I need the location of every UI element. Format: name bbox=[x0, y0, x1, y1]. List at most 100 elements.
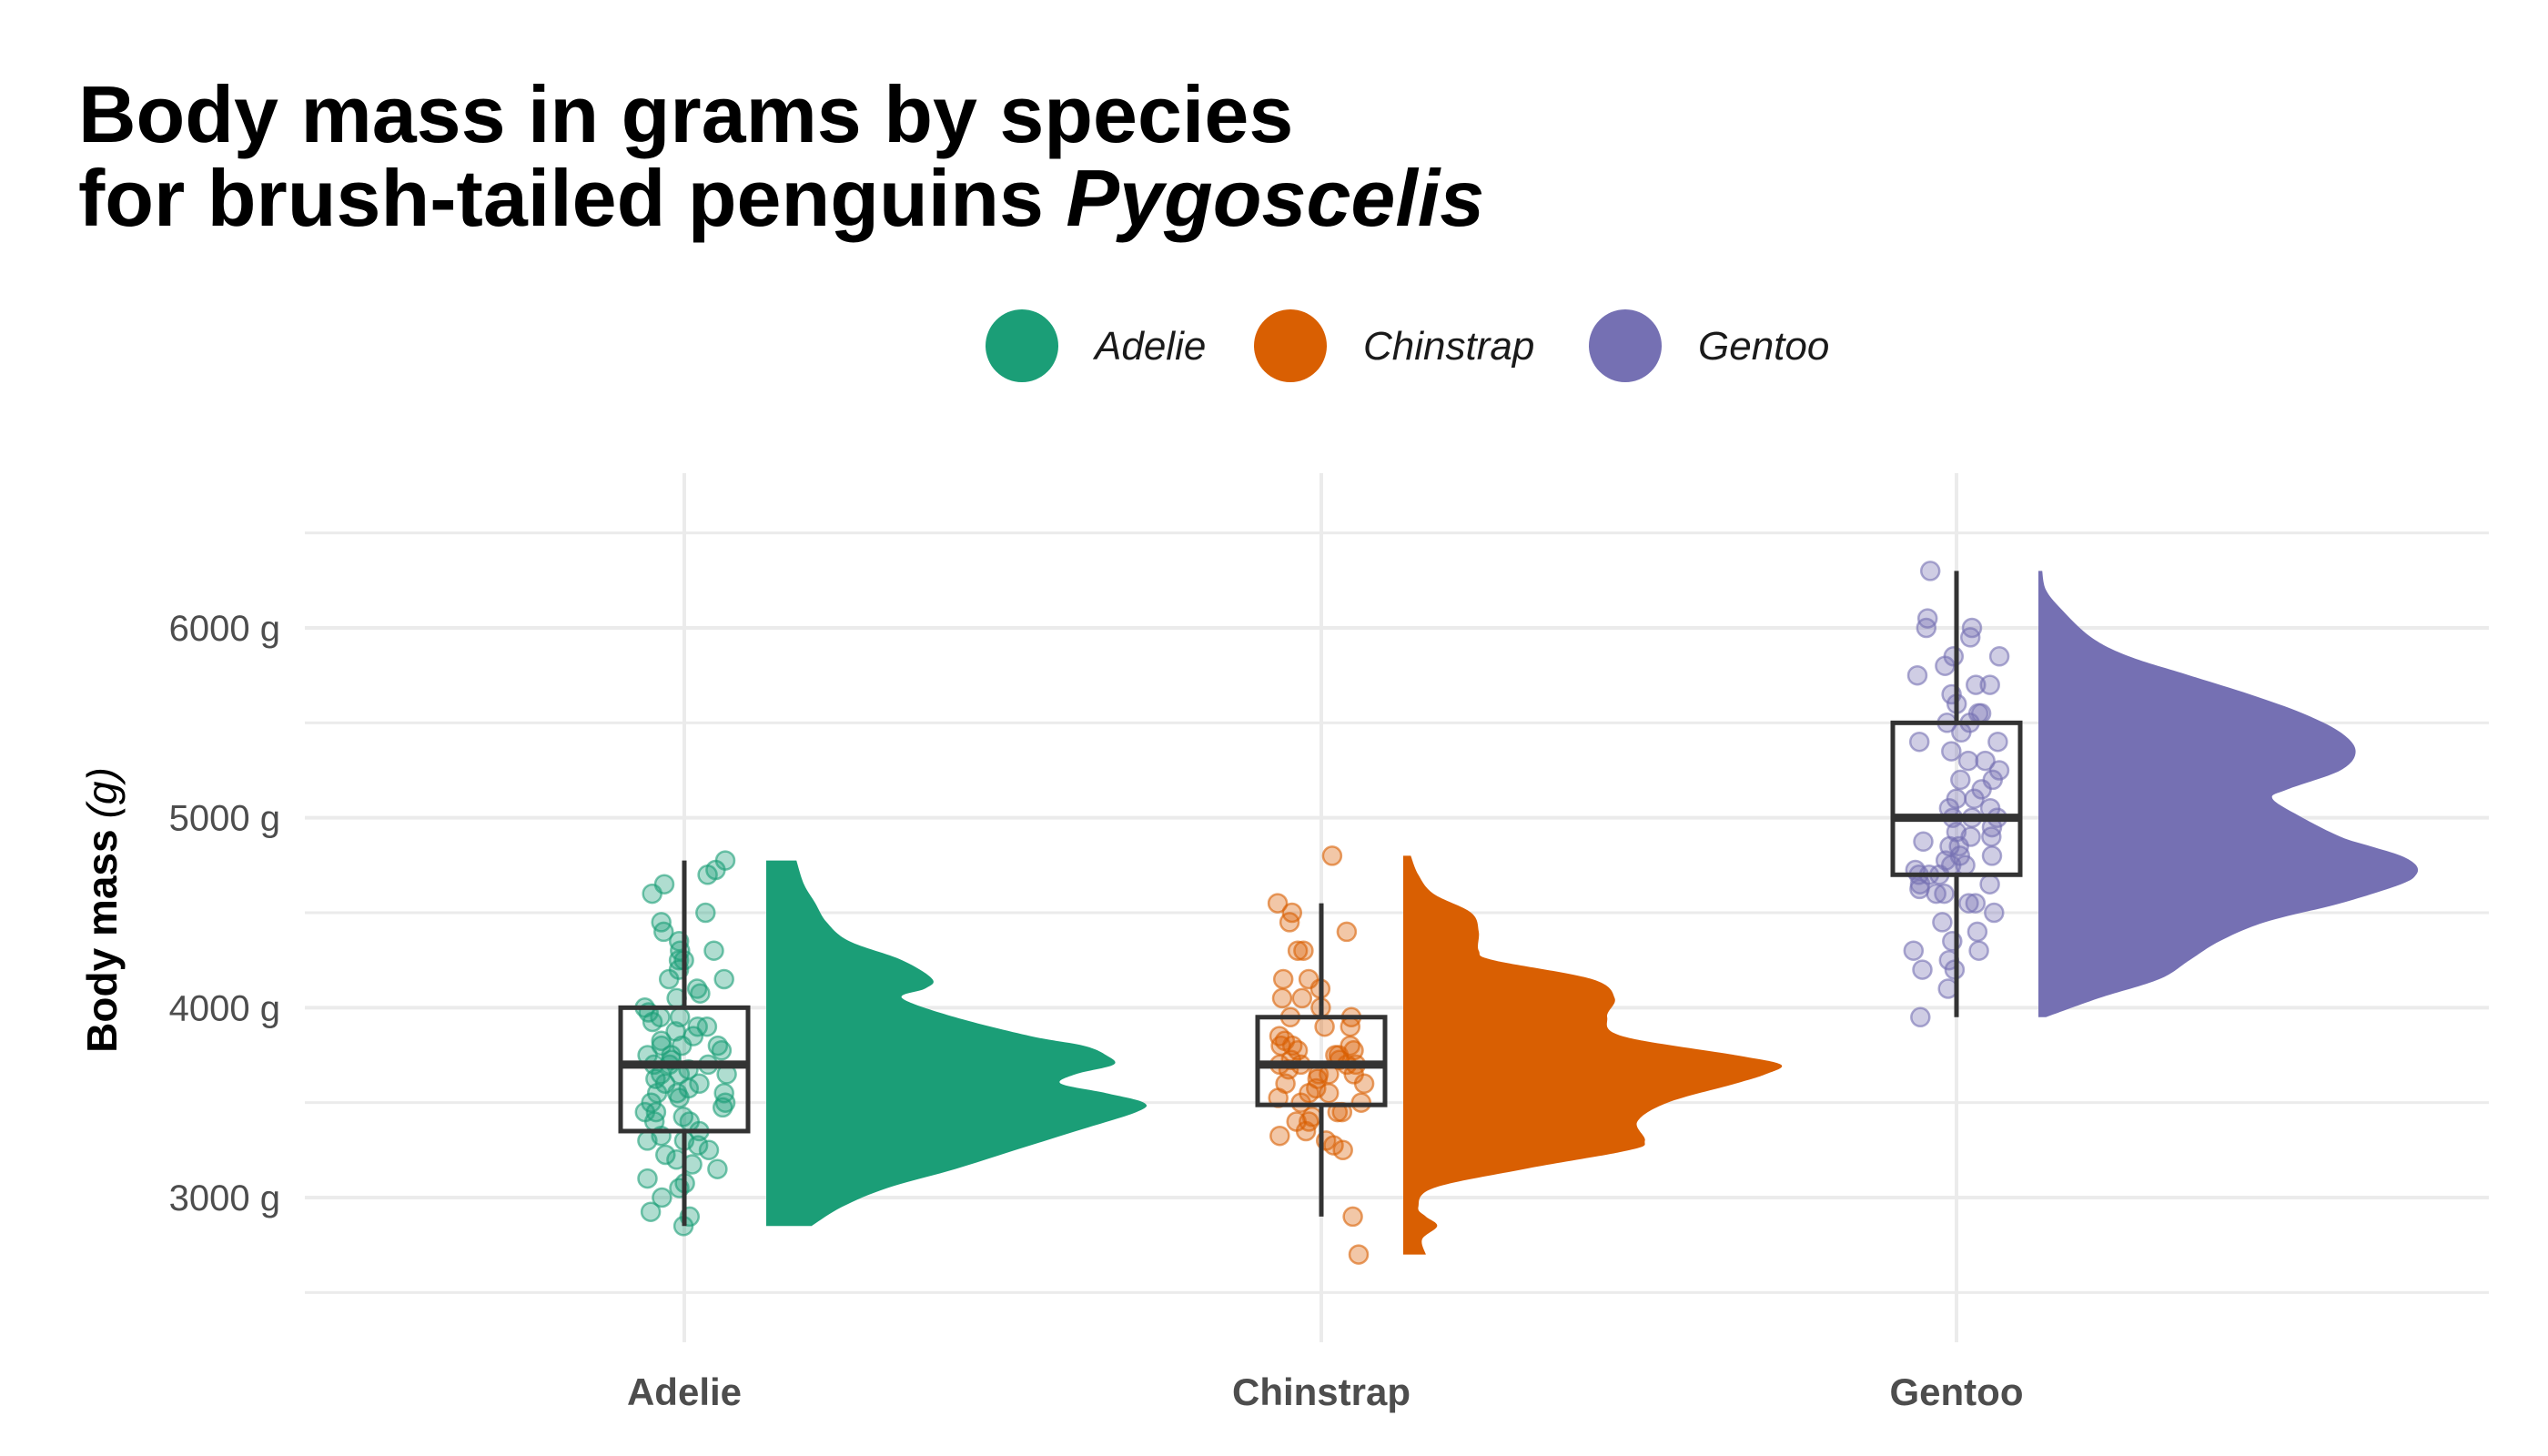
x-tick-label: Adelie bbox=[627, 1370, 742, 1413]
data-point bbox=[1272, 968, 1294, 990]
data-point bbox=[1919, 561, 1941, 581]
data-point bbox=[1903, 940, 1925, 961]
y-axis: 3000 g 4000 g 5000 g 6000 g bbox=[169, 609, 280, 1218]
data-point bbox=[1968, 940, 1989, 961]
data-point bbox=[1950, 769, 1971, 791]
data-point bbox=[1941, 741, 1962, 762]
data-point bbox=[1287, 940, 1309, 961]
legend: Adelie Chinstrap Gentoo bbox=[986, 309, 1829, 382]
data-point bbox=[1336, 921, 1358, 943]
y-tick-label: 5000 g bbox=[169, 799, 280, 839]
chart-title-line-1: Body mass in grams by species bbox=[78, 69, 1293, 159]
data-point bbox=[1321, 845, 1343, 866]
density-half-violin bbox=[766, 860, 1148, 1227]
plot-area bbox=[618, 561, 2419, 1265]
y-tick-label: 4000 g bbox=[169, 988, 280, 1028]
data-point bbox=[1340, 1035, 1360, 1057]
legend-label: Gentoo bbox=[1698, 324, 1829, 369]
series-chinstrap bbox=[1255, 845, 1783, 1265]
y-tick-label: 6000 g bbox=[169, 609, 280, 649]
data-point bbox=[698, 1139, 720, 1161]
chart-title-species-genus: Pygoscelis bbox=[1066, 153, 1484, 243]
data-point bbox=[1291, 987, 1313, 1009]
data-point bbox=[637, 1168, 658, 1189]
x-tick-label: Gentoo bbox=[1890, 1370, 2024, 1413]
box-iqr bbox=[618, 1005, 751, 1134]
legend-key bbox=[1254, 309, 1327, 382]
data-point bbox=[686, 978, 708, 999]
data-point bbox=[1906, 664, 1928, 686]
data-point bbox=[1965, 893, 1987, 914]
series-adelie bbox=[618, 850, 1148, 1237]
chart-title-line-2: for brush-tailed penguins Pygoscelis bbox=[78, 153, 1484, 243]
data-point bbox=[1912, 959, 1933, 980]
legend-label: Adelie bbox=[1092, 324, 1206, 369]
y-axis-label-unit: (g) bbox=[78, 767, 126, 818]
data-point bbox=[707, 1035, 729, 1057]
data-point bbox=[672, 1107, 694, 1127]
data-point bbox=[1267, 893, 1289, 914]
data-point bbox=[1988, 760, 2010, 781]
data-point bbox=[1910, 1006, 1931, 1028]
data-point bbox=[669, 1006, 691, 1028]
data-point bbox=[1961, 617, 1983, 639]
data-point bbox=[1970, 703, 1992, 724]
data-point bbox=[1979, 874, 2000, 895]
data-point bbox=[1298, 968, 1320, 990]
data-point bbox=[713, 968, 734, 990]
data-point bbox=[655, 1144, 676, 1166]
data-point bbox=[1975, 750, 1996, 772]
data-point bbox=[651, 912, 672, 933]
legend-key bbox=[986, 309, 1058, 382]
chart-title-line-2-prefix: for brush-tailed penguins bbox=[78, 153, 1066, 243]
density-half-violin bbox=[2038, 571, 2419, 1017]
data-point bbox=[1342, 1206, 1363, 1228]
data-point bbox=[714, 850, 736, 871]
y-axis-label: Body mass (g) bbox=[78, 767, 126, 1053]
data-point bbox=[1314, 1016, 1335, 1037]
data-point bbox=[1946, 788, 1967, 810]
x-axis: Adelie Chinstrap Gentoo bbox=[627, 1370, 2024, 1413]
y-axis-label-text: Body mass bbox=[78, 829, 126, 1052]
data-point bbox=[703, 940, 724, 961]
data-point bbox=[713, 1082, 734, 1104]
data-point bbox=[1981, 845, 2003, 866]
data-point bbox=[1958, 893, 1979, 914]
legend-label: Chinstrap bbox=[1363, 324, 1534, 369]
data-point bbox=[1987, 731, 2008, 753]
data-point bbox=[1934, 883, 1955, 905]
data-point bbox=[1269, 1125, 1290, 1147]
data-point bbox=[1293, 940, 1314, 961]
density-half-violin bbox=[1403, 855, 1783, 1255]
data-point bbox=[640, 1201, 662, 1222]
data-point bbox=[1966, 674, 1987, 695]
data-point bbox=[1332, 1139, 1353, 1161]
legend-key bbox=[1589, 309, 1662, 382]
data-point bbox=[689, 1073, 710, 1095]
data-point bbox=[1271, 987, 1293, 1009]
data-point bbox=[1908, 731, 1930, 753]
data-point bbox=[695, 902, 716, 924]
data-point bbox=[1984, 902, 2005, 924]
data-point bbox=[1932, 912, 1953, 933]
data-point bbox=[1943, 646, 1965, 667]
data-point bbox=[1979, 674, 2000, 695]
data-point bbox=[1967, 921, 1988, 943]
data-point bbox=[1281, 902, 1303, 924]
data-point bbox=[651, 1030, 672, 1052]
data-point bbox=[707, 1158, 728, 1179]
data-point bbox=[652, 1187, 672, 1208]
data-point bbox=[1988, 646, 2010, 667]
series-gentoo bbox=[1890, 561, 2419, 1028]
y-tick-label: 3000 g bbox=[169, 1178, 280, 1218]
data-point bbox=[1916, 608, 1938, 629]
data-point bbox=[687, 1016, 708, 1037]
box-iqr bbox=[1890, 720, 2023, 877]
data-point bbox=[1348, 1244, 1370, 1265]
x-tick-label: Chinstrap bbox=[1232, 1370, 1410, 1413]
data-point bbox=[1957, 750, 1979, 772]
data-point bbox=[1913, 831, 1934, 853]
data-point bbox=[1269, 1026, 1290, 1046]
data-point bbox=[653, 874, 675, 895]
